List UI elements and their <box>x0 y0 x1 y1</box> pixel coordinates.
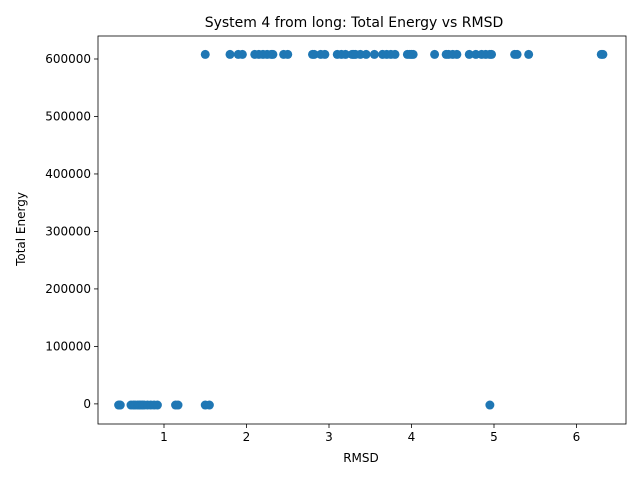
data-point <box>152 400 162 410</box>
data-point <box>430 49 440 59</box>
data-point <box>361 49 371 59</box>
data-point <box>200 49 210 59</box>
data-point <box>341 49 350 59</box>
data-points <box>114 49 608 410</box>
y-tick-label: 500000 <box>45 109 91 123</box>
data-point <box>485 400 495 410</box>
x-axis: 1 2 3 4 5 6 <box>160 424 580 444</box>
x-tick-label: 6 <box>573 430 581 444</box>
data-point <box>237 49 247 59</box>
data-point <box>268 49 278 59</box>
chart-title: System 4 from long: Total Energy vs RMSD <box>205 15 504 31</box>
data-point <box>115 400 125 410</box>
data-point <box>390 49 400 59</box>
y-axis-label: Total Energy <box>14 192 28 267</box>
data-point <box>369 49 379 59</box>
x-axis-label: RMSD <box>343 451 379 465</box>
y-axis: 0 100000 200000 300000 400000 500000 600000 <box>45 52 98 411</box>
x-tick-label: 4 <box>408 430 416 444</box>
data-point <box>309 49 319 59</box>
data-point <box>487 49 497 59</box>
plot-frame <box>97 35 627 425</box>
x-tick-label: 5 <box>490 430 498 444</box>
data-point <box>598 49 608 59</box>
data-point <box>320 49 330 59</box>
data-point <box>204 400 214 410</box>
data-point <box>464 49 474 59</box>
y-tick-label: 100000 <box>45 339 91 353</box>
data-point <box>524 49 534 59</box>
y-tick-label: 200000 <box>45 282 91 296</box>
x-tick-label: 1 <box>160 430 168 444</box>
x-tick-label: 2 <box>243 430 251 444</box>
y-tick-label: 0 <box>83 397 91 411</box>
y-tick-label: 400000 <box>45 167 91 181</box>
data-point <box>452 49 462 59</box>
data-point <box>225 49 235 59</box>
data-point <box>283 49 293 59</box>
data-point <box>173 400 183 410</box>
data-point <box>408 49 418 59</box>
x-tick-label: 3 <box>325 430 333 444</box>
data-point <box>512 49 522 59</box>
y-tick-label: 600000 <box>45 52 91 66</box>
y-tick-label: 300000 <box>45 224 91 238</box>
